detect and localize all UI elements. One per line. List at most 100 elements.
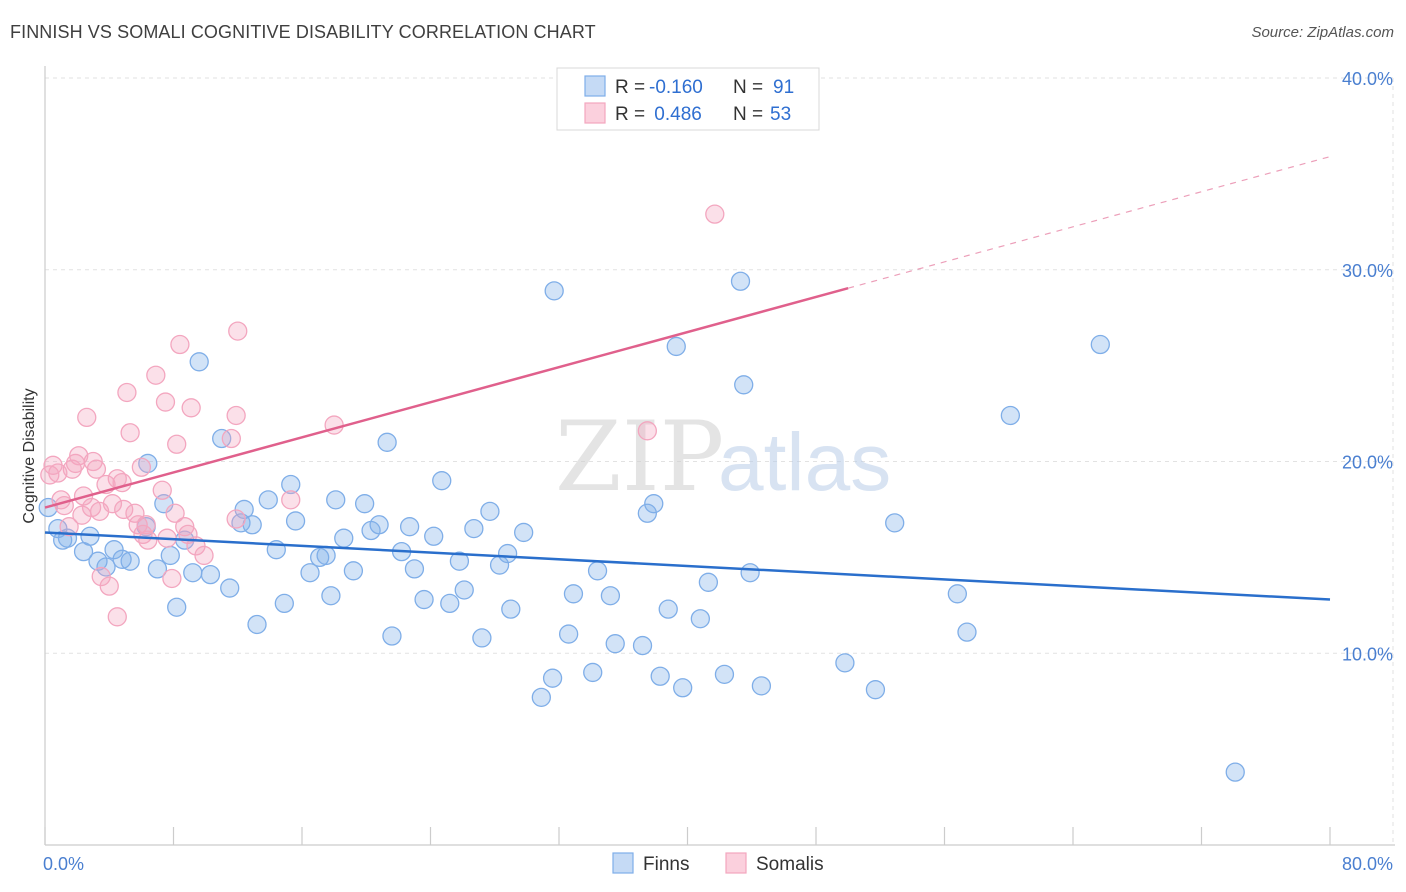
finns-point-69 (632, 635, 653, 656)
finns-point-32 (300, 563, 320, 583)
legend-box: R = -0.160 N = 91 R = 0.486 N = 53 (556, 67, 820, 131)
chart-title: FINNISH VS SOMALI COGNITIVE DISABILITY C… (10, 22, 596, 42)
finns-point-27 (258, 490, 278, 510)
finns-point-75 (673, 678, 693, 698)
somalis-point-24 (117, 382, 137, 403)
finns-point-87 (957, 622, 977, 642)
finns-point-31 (285, 511, 306, 531)
somalis-point-31 (138, 530, 158, 550)
somalis-point-45 (221, 428, 241, 449)
finns-point-15 (160, 545, 180, 566)
finns-point-85 (885, 513, 905, 533)
finns-point-80 (730, 271, 751, 291)
finns-point-65 (583, 662, 603, 683)
somalis-point-46 (226, 405, 246, 426)
somalis-point-5 (59, 517, 79, 537)
legend-swatch-somalis (584, 102, 606, 124)
finns-point-62 (544, 281, 564, 301)
somalis-point-44 (194, 545, 214, 566)
finns-point-43 (382, 626, 402, 646)
finns-point-22 (220, 578, 240, 598)
somalis-point-19 (102, 494, 123, 514)
x-tick-label-1: 80.0% (1342, 854, 1393, 874)
somalis-point-51 (705, 204, 725, 224)
trend-lines (44, 156, 1331, 601)
finns-point-41 (369, 515, 389, 535)
somalis-point-33 (152, 480, 172, 500)
somalis-point-23 (114, 499, 134, 520)
bottom-legend-label-finns: Finns (643, 854, 689, 875)
legend-r-value-finns: -0.160 (649, 77, 703, 98)
finns-point-79 (734, 375, 754, 395)
y-tick-label-0: 10.0% (1342, 644, 1393, 664)
watermark-zip: ZIP (555, 401, 724, 513)
axes (44, 66, 1395, 846)
legend-r-value-somalis: 0.486 (649, 104, 702, 125)
finns-point-82 (751, 676, 772, 696)
finns-point-25 (242, 515, 262, 535)
finns-point-10 (120, 551, 140, 571)
finns-point-67 (600, 586, 621, 606)
legend-swatch-finns (584, 75, 606, 97)
watermark: ZIP atlas (555, 401, 891, 513)
somalis-point-25 (120, 423, 140, 443)
finns-point-77 (698, 572, 719, 592)
somalis-point-2 (48, 463, 68, 483)
finns-point-50 (440, 593, 460, 614)
finns-point-90 (1225, 762, 1245, 782)
finns-point-9 (112, 549, 132, 569)
y-axis-label: Cognitive Disability (21, 388, 38, 523)
finns-point-13 (147, 559, 168, 579)
somalis-point-32 (146, 365, 166, 385)
finns-point-38 (343, 561, 364, 581)
finns-point-39 (354, 494, 375, 514)
finns-point-35 (321, 586, 341, 606)
somalis-point-11 (77, 407, 97, 428)
finns-point-26 (247, 614, 267, 635)
x-tick-label-0: 0.0% (43, 854, 84, 874)
finns-point-83 (835, 653, 855, 673)
y-tick-label-3: 40.0% (1342, 69, 1393, 89)
somalis-point-37 (165, 503, 185, 523)
finns-point-36 (326, 490, 346, 510)
somalis-trend-line (44, 287, 849, 509)
finns-point-47 (414, 589, 434, 610)
finns-point-73 (658, 599, 678, 619)
finns-trend-line (44, 531, 1331, 601)
finns-point-76 (690, 609, 710, 629)
finns-point-57 (497, 543, 518, 564)
finns-point-42 (377, 432, 397, 452)
finns-point-7 (96, 557, 116, 577)
finns-point-55 (480, 501, 500, 522)
somalis-point-18 (99, 576, 119, 596)
somalis-point-28 (131, 457, 152, 477)
finns-point-81 (740, 563, 760, 583)
somalis-point-26 (125, 503, 145, 523)
finns-point-37 (334, 528, 354, 548)
finns-point-60 (531, 687, 551, 708)
finns-point-89 (1090, 334, 1110, 355)
y-tick-label-1: 20.0% (1342, 453, 1393, 473)
somalis-point-21 (107, 607, 127, 627)
finns-point-46 (404, 559, 425, 579)
finns-point-66 (587, 561, 608, 581)
legend-n-value-somalis: 53 (770, 104, 791, 125)
finns-point-16 (167, 597, 187, 617)
bottom-legend-label-somalis: Somalis (756, 854, 824, 875)
somalis-trend-line-extension (847, 156, 1331, 289)
finns-point-84 (865, 680, 886, 700)
somalis-point-47 (228, 321, 248, 341)
finns-point-86 (947, 584, 967, 604)
finns-point-78 (714, 664, 735, 684)
finns-point-48 (424, 526, 444, 546)
legend-r-label-finns: R = (615, 77, 645, 98)
y-tick-labels: 10.0% 20.0% 30.0% 40.0% (1342, 69, 1393, 664)
finns-point-54 (472, 628, 492, 648)
finns-point-30 (281, 474, 301, 495)
watermark-atlas: atlas (718, 417, 891, 508)
finns-point-68 (605, 634, 625, 654)
finns-point-61 (542, 668, 563, 688)
finns-point-45 (399, 517, 420, 537)
finns-point-64 (563, 584, 584, 604)
x-tick-labels: 0.0% 80.0% (43, 854, 1393, 874)
